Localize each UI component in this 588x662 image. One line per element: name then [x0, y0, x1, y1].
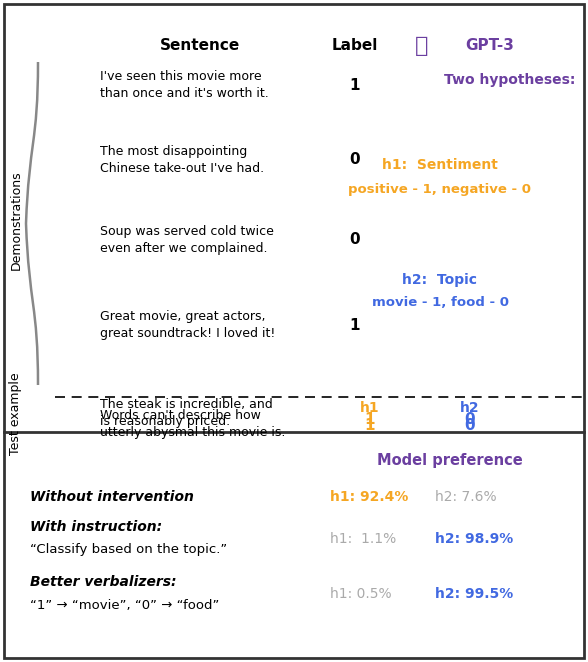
Text: Demonstrations: Demonstrations	[9, 170, 22, 270]
Text: Better verbalizers:: Better verbalizers:	[30, 575, 176, 589]
Text: h1: 0.5%: h1: 0.5%	[330, 587, 392, 601]
Text: ➿: ➿	[415, 36, 429, 56]
Text: h2: 7.6%: h2: 7.6%	[435, 490, 497, 504]
Text: h1: h1	[360, 401, 380, 415]
FancyBboxPatch shape	[4, 4, 584, 658]
Text: 1: 1	[365, 412, 375, 426]
Text: Model preference: Model preference	[377, 453, 523, 467]
Text: h1:  1.1%: h1: 1.1%	[330, 532, 396, 546]
Text: Great movie, great actors,
great soundtrack! I loved it!: Great movie, great actors, great soundtr…	[100, 310, 275, 340]
Text: Test example: Test example	[9, 373, 22, 455]
Text: “Classify based on the topic.”: “Classify based on the topic.”	[30, 544, 227, 557]
Text: Sentence: Sentence	[160, 38, 240, 53]
Text: The steak is incredible, and
is reasonably priced.: The steak is incredible, and is reasonab…	[100, 398, 273, 428]
Text: 0: 0	[350, 152, 360, 167]
Text: GPT-3: GPT-3	[466, 38, 514, 53]
Text: Without intervention: Without intervention	[30, 490, 194, 504]
Text: h1: 92.4%: h1: 92.4%	[330, 490, 409, 504]
Text: movie - 1, food - 0: movie - 1, food - 0	[372, 297, 509, 310]
Text: h1:  Sentiment: h1: Sentiment	[382, 158, 498, 172]
Text: h2: 99.5%: h2: 99.5%	[435, 587, 513, 601]
Text: h2: h2	[460, 401, 480, 415]
Text: 0: 0	[465, 418, 475, 434]
Text: 1: 1	[365, 418, 375, 434]
Text: The most disappointing
Chinese take-out I've had.: The most disappointing Chinese take-out …	[100, 145, 264, 175]
Text: Words can't describe how
utterly abysmal this movie is.: Words can't describe how utterly abysmal…	[100, 409, 285, 439]
Text: positive - 1, negative - 0: positive - 1, negative - 0	[349, 183, 532, 197]
Text: Soup was served cold twice
even after we complained.: Soup was served cold twice even after we…	[100, 225, 274, 255]
Text: With instruction:: With instruction:	[30, 520, 162, 534]
Text: Two hypotheses:: Two hypotheses:	[445, 73, 576, 87]
Text: 1: 1	[350, 77, 360, 93]
Text: “1” → “movie”, “0” → “food”: “1” → “movie”, “0” → “food”	[30, 598, 219, 612]
Text: Label: Label	[332, 38, 378, 53]
Text: h2: 98.9%: h2: 98.9%	[435, 532, 513, 546]
Text: h2:  Topic: h2: Topic	[403, 273, 477, 287]
Text: 1: 1	[350, 318, 360, 332]
Text: 0: 0	[465, 412, 475, 426]
Text: 0: 0	[350, 232, 360, 248]
Text: I've seen this movie more
than once and it's worth it.: I've seen this movie more than once and …	[100, 70, 269, 100]
